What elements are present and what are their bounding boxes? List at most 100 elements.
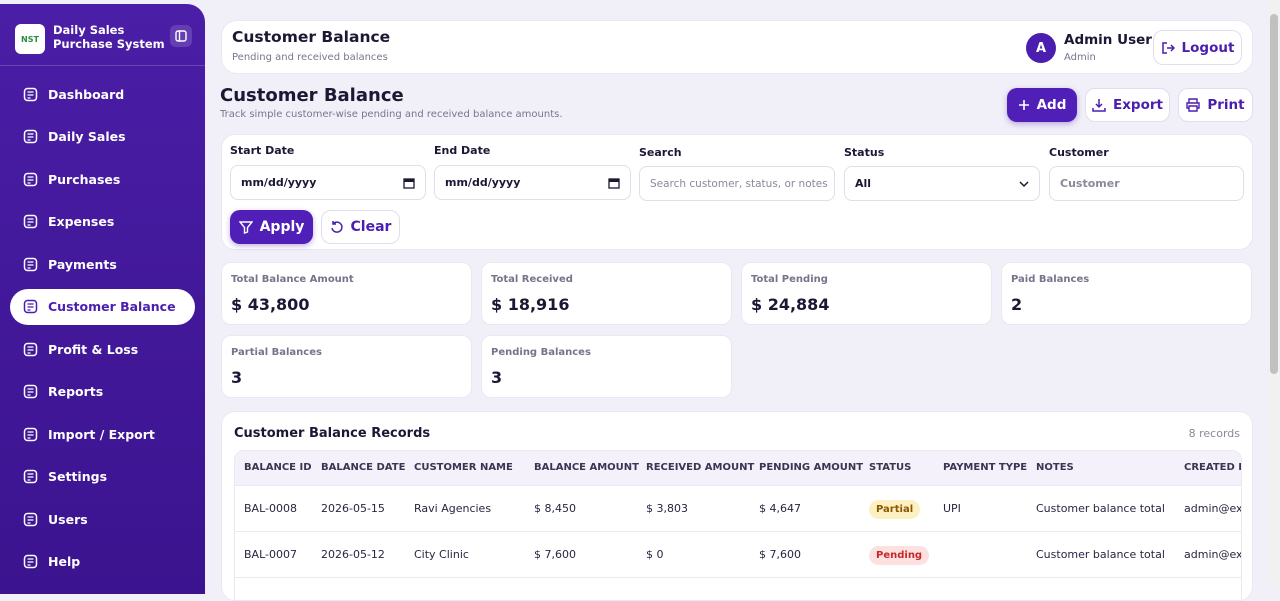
export-button[interactable]: Export	[1085, 88, 1170, 122]
cell-text: City Clinic	[414, 547, 469, 561]
collapse-button[interactable]	[170, 25, 192, 47]
select-value: All	[855, 177, 872, 190]
cell-text: $ 7,600	[534, 547, 576, 561]
table-cell: 2026-05-15	[321, 485, 414, 531]
customer-input[interactable]: Customer	[1049, 166, 1244, 201]
nav-item[interactable]: Expenses	[10, 204, 195, 240]
table-cell: admin@ex	[1184, 531, 1242, 577]
cell-text: $ 3,803	[646, 501, 688, 515]
placeholder: Customer	[1060, 177, 1120, 190]
nav-icon	[23, 87, 38, 101]
cell-text: $ 8,450	[534, 501, 576, 515]
nav-label: Help	[48, 554, 81, 569]
nav-item[interactable]: Profit & Loss	[10, 331, 195, 367]
nav-label: Customer Balance	[48, 299, 176, 314]
nav-label: Settings	[48, 469, 108, 484]
icon	[1186, 98, 1201, 112]
icon	[330, 221, 343, 233]
record-count: 8 records	[1188, 427, 1240, 440]
status-badge: Partial	[869, 499, 921, 519]
cell-text: admin@ex	[1184, 501, 1242, 515]
table-cell: Partial	[869, 485, 943, 531]
cell-text: $ 7,600	[759, 547, 801, 561]
stat-value: 2	[1011, 295, 1023, 314]
scroll-thumb	[1270, 14, 1278, 374]
status-select[interactable]: All	[844, 166, 1040, 201]
stat-label: Paid Balances	[1011, 274, 1090, 285]
nav-label: Import / Export	[48, 426, 155, 442]
stat-card: Partial Balances 3	[221, 335, 472, 398]
sidebar: NST Daily Sales Purchase System Dashboard…	[0, 4, 205, 594]
nav-icon	[23, 427, 38, 441]
stat-value: 3	[491, 368, 503, 387]
nav-icon	[23, 342, 38, 356]
table-cell: Pending	[869, 531, 943, 577]
start-date-input[interactable]: mm/dd/yyyy	[230, 165, 426, 200]
stat-value: $ 18,916	[491, 295, 570, 314]
nav-item[interactable]: Payments	[10, 246, 195, 282]
scrollbar	[1268, 0, 1280, 586]
nav-item[interactable]: Dashboard	[10, 76, 195, 112]
table-cell: 2026-05-12	[321, 531, 414, 577]
clear-button[interactable]: Clear	[321, 210, 400, 244]
header-title: Customer Balance	[232, 28, 391, 46]
table-title: Customer Balance Records	[234, 426, 431, 441]
column-header: CREATED BY	[1184, 462, 1241, 474]
nav-icon	[23, 299, 38, 314]
nav-item[interactable]: Users	[10, 501, 195, 537]
table-cell	[943, 531, 1036, 577]
icon	[175, 30, 187, 42]
cell-text: BAL-0007	[244, 547, 297, 561]
stat-value: $ 24,884	[751, 295, 830, 314]
add-button[interactable]: Add	[1007, 88, 1077, 122]
column-header: PAYMENT TYPE	[943, 462, 1028, 474]
filter-label: Start Date	[230, 144, 295, 157]
filter-label: End Date	[434, 144, 491, 157]
table-cell: $ 8,450	[534, 485, 646, 531]
nav-item[interactable]: Settings	[10, 459, 195, 495]
cell-text: Customer balance total	[1036, 547, 1165, 561]
page-subtitle: Track simple customer-wise pending and r…	[220, 109, 563, 120]
table-cell: BAL-0008	[235, 485, 321, 531]
apply-button[interactable]: Apply	[230, 210, 313, 244]
nav-icon	[23, 554, 38, 569]
brand-line: Daily Sales	[53, 23, 125, 37]
stat-label: Total Pending	[751, 274, 828, 285]
print-button[interactable]: Print	[1178, 88, 1253, 122]
table-cell: Ravi Agencies	[414, 485, 534, 531]
table-cell: Customer balance total	[1036, 531, 1184, 577]
button-label: Export	[1113, 97, 1163, 113]
button-label: Clear	[350, 219, 392, 235]
icon	[1019, 180, 1029, 187]
nav-item[interactable]: Purchases	[10, 161, 195, 197]
nav-item[interactable]: Reports	[10, 374, 195, 410]
table-cell: $ 0	[646, 531, 759, 577]
cell-text: $ 4,647	[759, 501, 801, 515]
divider	[0, 65, 205, 66]
icon	[403, 177, 415, 189]
button-label: Logout	[1181, 39, 1235, 56]
end-date-input[interactable]: mm/dd/yyyy	[434, 165, 631, 200]
nav-item[interactable]: Daily Sales	[10, 119, 195, 155]
nav-label: Users	[48, 511, 88, 527]
cell-text: admin@ex	[1184, 547, 1242, 561]
nav-item[interactable]: Customer Balance	[10, 288, 195, 325]
nav-icon	[23, 214, 38, 229]
table-cell: $ 7,600	[759, 531, 869, 577]
brand-line: Purchase System	[53, 37, 165, 51]
logout-button[interactable]: Logout	[1153, 30, 1242, 65]
nav-icon	[23, 172, 38, 186]
user-role: Admin	[1064, 52, 1096, 63]
page-title: Customer Balance	[220, 85, 404, 106]
column-header: STATUS	[869, 462, 912, 474]
nav-label: Purchases	[48, 171, 121, 187]
stat-card: Total Balance Amount $ 43,800	[221, 262, 472, 325]
icon	[608, 177, 620, 189]
column-header: BALANCE AMOUNT	[534, 462, 639, 474]
search-input[interactable]: Search customer, status, or notes	[639, 166, 835, 201]
nav-item[interactable]: Import / Export	[10, 416, 195, 452]
nav-item[interactable]: Help	[10, 544, 195, 580]
table-cell: BAL-0007	[235, 531, 321, 577]
